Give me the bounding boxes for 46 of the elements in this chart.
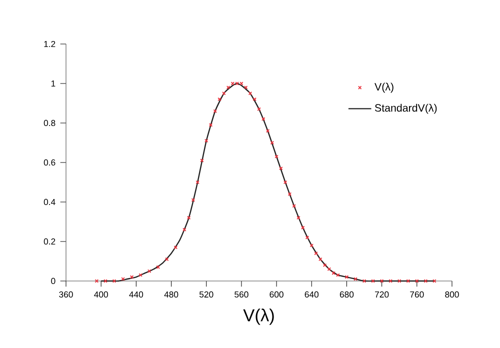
point <box>292 204 296 208</box>
point <box>279 166 283 170</box>
x-tick-label: 440 <box>129 291 144 298</box>
point <box>322 263 327 268</box>
y-tick-label: 0.4 <box>44 198 56 206</box>
x-tick-label: 480 <box>164 291 178 298</box>
point <box>283 180 288 184</box>
point <box>354 277 358 281</box>
y-tick-label: 1 <box>51 80 56 86</box>
point <box>371 279 375 283</box>
x-tick-label: 600 <box>270 291 284 298</box>
point <box>432 279 436 283</box>
x-tick-label: 360 <box>59 291 73 298</box>
y-tick-label: 0.6 <box>44 159 56 166</box>
legend-label: StandardV(λ) <box>374 104 437 114</box>
x-tick-label: 760 <box>410 291 424 298</box>
point <box>415 279 419 283</box>
x-tick-label: 720 <box>375 291 389 298</box>
x-axis-title: V(λ) <box>243 308 274 325</box>
point <box>165 257 169 262</box>
point <box>388 279 392 283</box>
x-tick-label: 640 <box>304 291 319 298</box>
point <box>274 154 278 158</box>
line-series <box>100 82 436 282</box>
x-tick-label: 520 <box>199 291 214 298</box>
point <box>248 91 252 96</box>
point <box>266 129 270 133</box>
point <box>121 277 125 281</box>
x-tick-label: 560 <box>234 291 248 298</box>
point <box>270 140 274 145</box>
point <box>104 279 108 283</box>
y-tick-label: 0.8 <box>44 120 56 126</box>
y-tick-label: 0.2 <box>44 238 56 245</box>
x-tick-label: 400 <box>94 291 108 298</box>
point <box>204 138 208 143</box>
point <box>200 158 204 162</box>
y-tick-label: 1.2 <box>44 40 56 48</box>
point <box>406 279 410 283</box>
y-tick-label: 0 <box>51 278 56 284</box>
point <box>186 216 191 220</box>
point <box>397 279 402 283</box>
point <box>138 273 142 277</box>
x-tick-label: 800 <box>445 291 459 298</box>
legend-label: V(λ) <box>374 82 394 93</box>
x-tick-label: 680 <box>340 291 354 298</box>
point <box>262 117 266 121</box>
